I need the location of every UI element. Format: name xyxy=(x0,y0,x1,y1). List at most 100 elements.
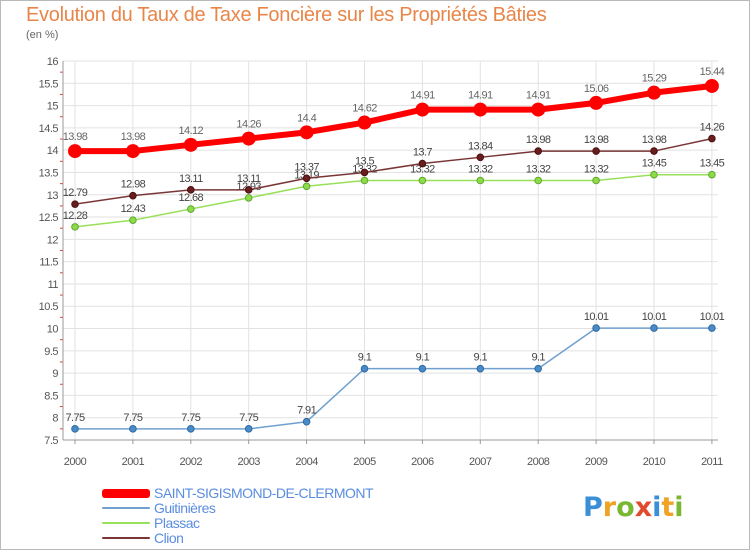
data-label-saint-sigismond: 15.29 xyxy=(642,73,667,85)
data-label-plassac: 12.43 xyxy=(121,203,146,215)
legend-item-guitinieres: Guitinières xyxy=(102,500,216,516)
legend-swatch-guitinieres xyxy=(102,507,150,509)
x-tick-label: 2009 xyxy=(585,456,608,468)
data-label-saint-sigismond: 14.12 xyxy=(179,125,204,137)
data-label-guitinieres: 9.1 xyxy=(474,352,488,364)
logo-letter: x xyxy=(634,492,653,523)
y-tick-label: 8.5 xyxy=(44,390,58,402)
legend-label-saint-sigismond: SAINT-SIGISMOND-DE-CLERMONT xyxy=(154,485,374,501)
series-layer: 7.75 7.75 7.75 7.75 7.91 9.1 9.1 9.1 9.1 10.01 10.… xyxy=(63,66,725,433)
y-unit-label: (en %) xyxy=(26,29,59,41)
x-tick-label: 2006 xyxy=(411,456,434,468)
data-point-saint-sigismond xyxy=(531,102,546,117)
x-tick-label: 2002 xyxy=(180,456,203,468)
data-point-saint-sigismond xyxy=(68,144,82,159)
data-label-clion: 12.98 xyxy=(121,179,146,191)
data-label-saint-sigismond: 14.91 xyxy=(468,90,493,102)
series-line-clion xyxy=(74,137,713,205)
x-tick-label: 2011 xyxy=(701,456,723,468)
y-tick-label: 13.5 xyxy=(39,167,59,179)
data-point-clion xyxy=(708,134,716,143)
data-point-plassac xyxy=(476,176,485,185)
proxiti-logo: Proxiti xyxy=(583,492,684,523)
x-tick-label: 2001 xyxy=(122,456,145,468)
data-point-guitinieres xyxy=(244,425,253,433)
data-point-guitinieres xyxy=(71,425,79,433)
data-point-guitinieres xyxy=(302,417,311,426)
y-tick-label: 12 xyxy=(47,234,59,246)
data-label-saint-sigismond: 14.62 xyxy=(352,103,377,115)
grid xyxy=(63,60,718,441)
y-tick-label: 9 xyxy=(52,368,58,380)
data-point-guitinieres xyxy=(187,425,195,433)
data-point-plassac xyxy=(418,176,427,185)
series-line-plassac xyxy=(74,173,713,228)
data-point-clion xyxy=(302,174,311,183)
series-line-guitinieres xyxy=(74,327,713,430)
data-label-plassac: 12.28 xyxy=(63,210,88,222)
y-tick-label: 7.5 xyxy=(44,435,58,447)
data-label-saint-sigismond: 14.91 xyxy=(526,90,551,102)
data-point-plassac xyxy=(302,182,311,191)
data-point-saint-sigismond xyxy=(125,144,140,159)
data-label-saint-sigismond: 13.98 xyxy=(121,131,146,143)
data-point-guitinieres xyxy=(592,324,600,332)
data-point-guitinieres xyxy=(708,324,716,332)
axes: 7.5 8 8.5 9 9.5 10 10.5 11 11.5 12 12.5 13 13.5 14 14.… xyxy=(39,56,724,468)
data-label-saint-sigismond: 14.26 xyxy=(236,119,261,131)
data-label-guitinieres: 9.1 xyxy=(358,352,372,364)
data-label-clion: 12.79 xyxy=(63,187,88,199)
data-point-clion xyxy=(360,168,369,177)
data-point-saint-sigismond xyxy=(241,131,256,146)
data-point-saint-sigismond xyxy=(357,115,372,130)
data-label-guitinieres: 9.1 xyxy=(416,352,430,364)
data-label-plassac: 12.68 xyxy=(179,192,204,204)
data-label-plassac: 13.45 xyxy=(700,158,725,170)
data-label-clion: 14.26 xyxy=(700,122,725,134)
data-point-guitinieres xyxy=(534,364,543,373)
data-label-clion: 13.5 xyxy=(355,155,374,167)
y-tick-label: 14 xyxy=(47,145,59,157)
logo-letter: i xyxy=(652,492,662,523)
y-tick-label: 15.5 xyxy=(39,78,59,90)
legend-label-guitinieres: Guitinières xyxy=(154,500,216,516)
data-point-plassac xyxy=(244,194,253,202)
data-point-saint-sigismond xyxy=(647,85,661,100)
y-tick-label: 12.5 xyxy=(39,212,59,224)
y-tick-label: 10 xyxy=(47,324,59,336)
data-point-plassac xyxy=(708,170,716,179)
data-point-guitinieres xyxy=(476,364,485,373)
data-label-plassac: 13.32 xyxy=(526,163,551,175)
data-label-guitinieres: 10.01 xyxy=(700,311,725,323)
chart-title: Evolution du Taux de Taxe Foncière sur l… xyxy=(26,4,547,26)
data-point-clion xyxy=(534,147,543,155)
y-tick-label: 10.5 xyxy=(39,301,59,313)
data-point-saint-sigismond xyxy=(415,102,430,117)
data-label-plassac: 13.32 xyxy=(410,163,435,175)
data-point-guitinieres xyxy=(650,324,658,332)
x-tick-label: 2005 xyxy=(353,456,376,468)
y-tick-label: 16 xyxy=(47,56,59,68)
y-tick-label: 13 xyxy=(47,190,59,202)
x-tick-label: 2008 xyxy=(527,456,550,468)
data-label-guitinieres: 7.75 xyxy=(181,412,200,424)
data-point-plassac xyxy=(592,176,600,185)
data-label-clion: 13.7 xyxy=(413,147,432,159)
series-line-saint-sigismond xyxy=(72,82,715,155)
data-label-saint-sigismond: 14.91 xyxy=(410,90,435,102)
legend-swatch-saint-sigismond xyxy=(102,488,150,498)
data-point-clion xyxy=(129,191,137,200)
data-point-plassac xyxy=(187,205,195,213)
data-point-saint-sigismond xyxy=(473,102,488,117)
data-label-clion: 13.11 xyxy=(179,173,203,185)
data-label-saint-sigismond: 14.4 xyxy=(297,112,316,124)
data-label-clion: 13.98 xyxy=(642,134,667,146)
y-tick-label: 8 xyxy=(52,413,58,425)
data-label-guitinieres: 7.75 xyxy=(65,412,84,424)
data-point-saint-sigismond xyxy=(299,125,314,140)
x-tick-label: 2010 xyxy=(643,456,666,468)
data-label-clion: 13.98 xyxy=(584,134,609,146)
data-point-plassac xyxy=(650,170,658,179)
legend-item-saint-sigismond: SAINT-SIGISMOND-DE-CLERMONT xyxy=(102,485,374,501)
